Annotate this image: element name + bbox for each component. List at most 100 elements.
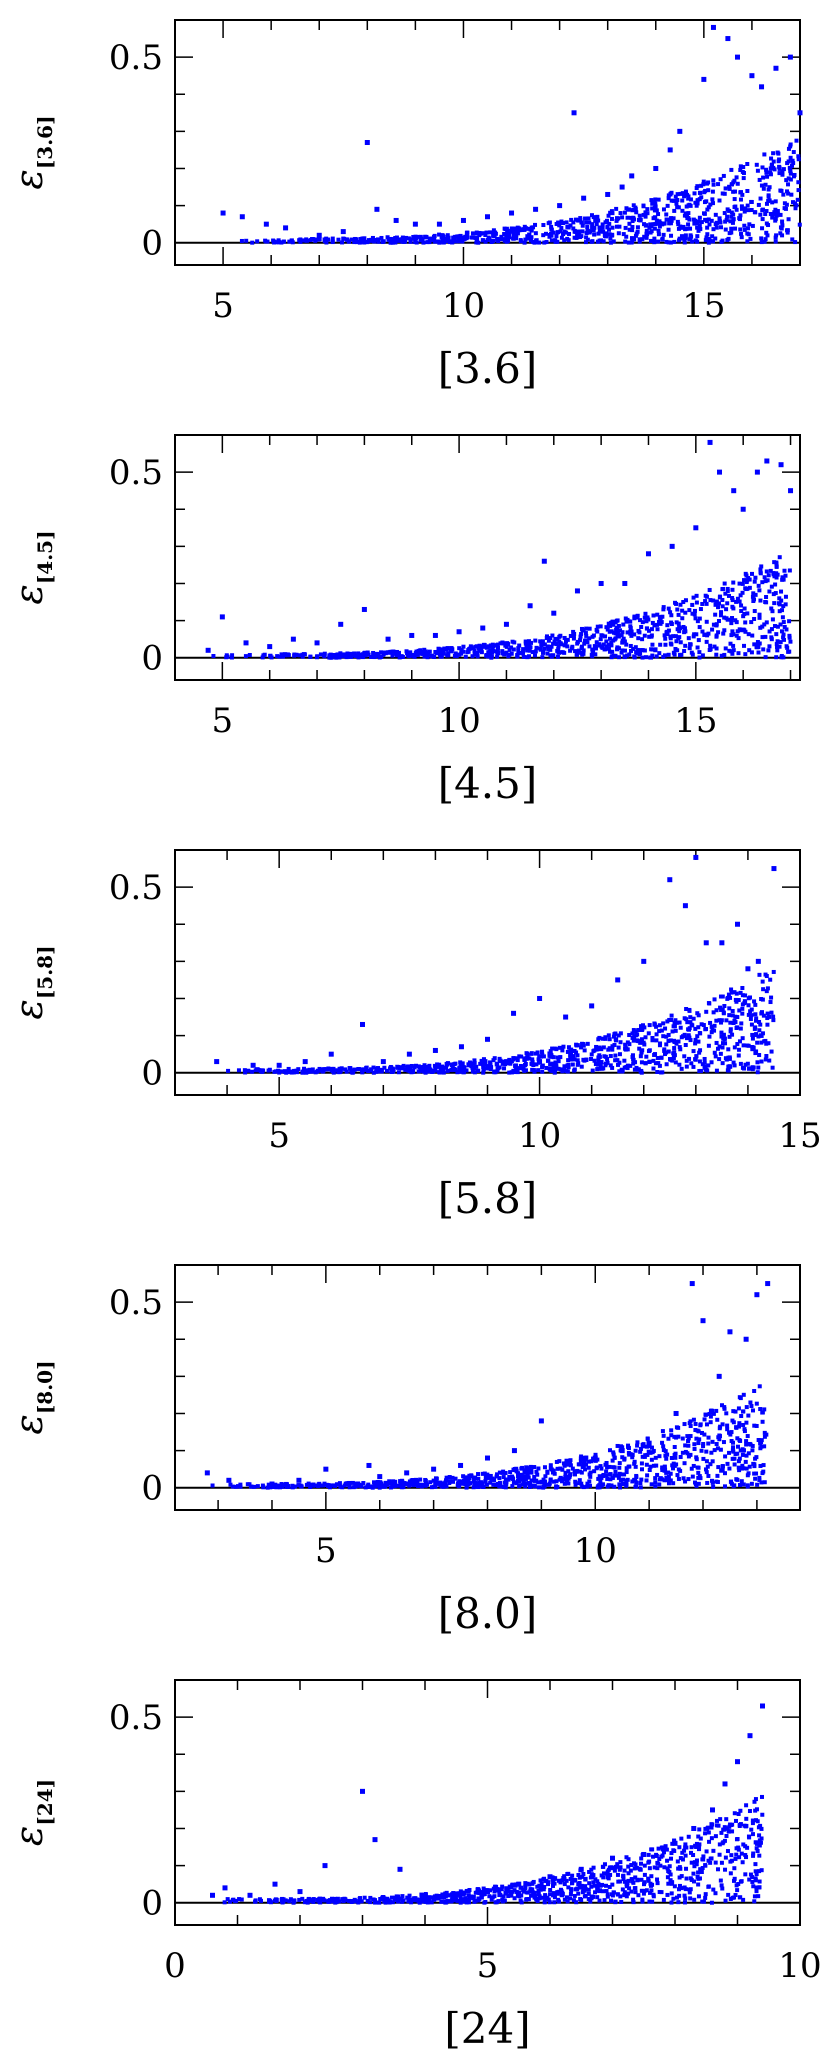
data-point: [661, 1897, 666, 1902]
data-point: [615, 977, 621, 983]
data-point: [583, 1467, 588, 1472]
data-point: [736, 1847, 741, 1852]
data-point: [570, 644, 575, 649]
data-point: [738, 164, 743, 169]
data-point: [587, 626, 592, 631]
data-point: [663, 1026, 668, 1031]
data-point: [677, 1875, 682, 1880]
data-point: [611, 1450, 616, 1455]
data-point: [782, 637, 787, 642]
data-point: [599, 1060, 604, 1065]
data-point: [611, 638, 616, 643]
data-point: [693, 854, 699, 860]
data-point: [747, 1809, 752, 1814]
data-point: [571, 634, 576, 639]
data-point: [611, 1034, 616, 1039]
data-point: [587, 220, 592, 225]
data-point: [515, 653, 520, 658]
data-point: [416, 1069, 421, 1074]
data-point: [744, 1442, 749, 1447]
data-point: [702, 1432, 707, 1437]
data-point: [340, 240, 345, 245]
data-point: [513, 1063, 518, 1068]
data-point: [706, 188, 711, 193]
data-point: [678, 1025, 683, 1030]
data-point: [565, 224, 570, 229]
data-point: [561, 1044, 566, 1049]
data-point: [661, 1034, 666, 1039]
data-point: [584, 633, 589, 638]
data-point: [745, 231, 750, 236]
data-point: [753, 1878, 758, 1883]
data-point: [568, 1463, 573, 1468]
data-point: [556, 644, 561, 649]
data-point: [729, 649, 734, 654]
data-point: [529, 1061, 534, 1066]
data-point: [738, 1895, 743, 1900]
data-point: [684, 213, 689, 218]
data-point: [764, 230, 769, 235]
data-point: [557, 203, 563, 209]
data-point: [607, 1046, 612, 1051]
data-point: [695, 619, 700, 624]
data-point: [746, 632, 751, 637]
data-point: [735, 1759, 740, 1765]
data-point: [749, 1827, 754, 1832]
data-point: [571, 226, 576, 231]
data-point: [609, 1483, 614, 1488]
data-point: [704, 601, 709, 606]
data-point: [495, 654, 500, 659]
data-point: [249, 1484, 254, 1489]
data-point: [526, 1466, 531, 1471]
data-point: [701, 1899, 706, 1904]
data-point: [669, 1013, 674, 1018]
data-point: [688, 1424, 693, 1429]
data-point: [547, 234, 552, 239]
data-point: [711, 1484, 716, 1489]
data-point: [687, 608, 692, 613]
data-point: [664, 1042, 669, 1047]
data-point: [483, 1479, 488, 1484]
data-point: [764, 1053, 769, 1058]
data-point: [701, 182, 706, 187]
data-point: [759, 183, 764, 188]
data-point: [730, 587, 735, 592]
data-point: [465, 1479, 470, 1484]
data-point: [732, 1866, 737, 1871]
data-point: [731, 1445, 736, 1450]
data-point: [645, 1452, 650, 1457]
data-point: [665, 1875, 670, 1880]
data-point: [703, 1067, 708, 1072]
data-point: [668, 1478, 673, 1483]
data-point: [727, 1450, 732, 1455]
data-point: [769, 1010, 774, 1015]
data-point: [722, 1036, 727, 1041]
data-point: [470, 231, 475, 236]
data-point: [574, 652, 579, 657]
data-point: [641, 958, 647, 964]
data-point: [669, 1456, 674, 1461]
data-point: [629, 215, 634, 220]
data-point: [552, 1900, 557, 1905]
data-point: [557, 650, 562, 655]
data-point: [752, 1471, 757, 1476]
data-point: [625, 1882, 630, 1887]
data-point: [308, 1484, 313, 1489]
data-point: [632, 1034, 637, 1039]
data-point: [496, 239, 501, 244]
data-point: [740, 192, 745, 197]
data-point: [596, 1058, 601, 1063]
data-point: [596, 231, 601, 236]
data-point: [637, 1046, 642, 1051]
data-point: [740, 1002, 745, 1007]
data-point: [745, 1061, 750, 1066]
data-point: [677, 1020, 682, 1025]
data-point: [560, 1479, 565, 1484]
data-point: [616, 1045, 621, 1050]
data-point: [787, 54, 793, 60]
data-point: [409, 1063, 414, 1068]
data-point: [645, 232, 650, 237]
data-point: [485, 1455, 490, 1461]
data-point: [750, 1832, 755, 1837]
data-point: [744, 1803, 749, 1808]
